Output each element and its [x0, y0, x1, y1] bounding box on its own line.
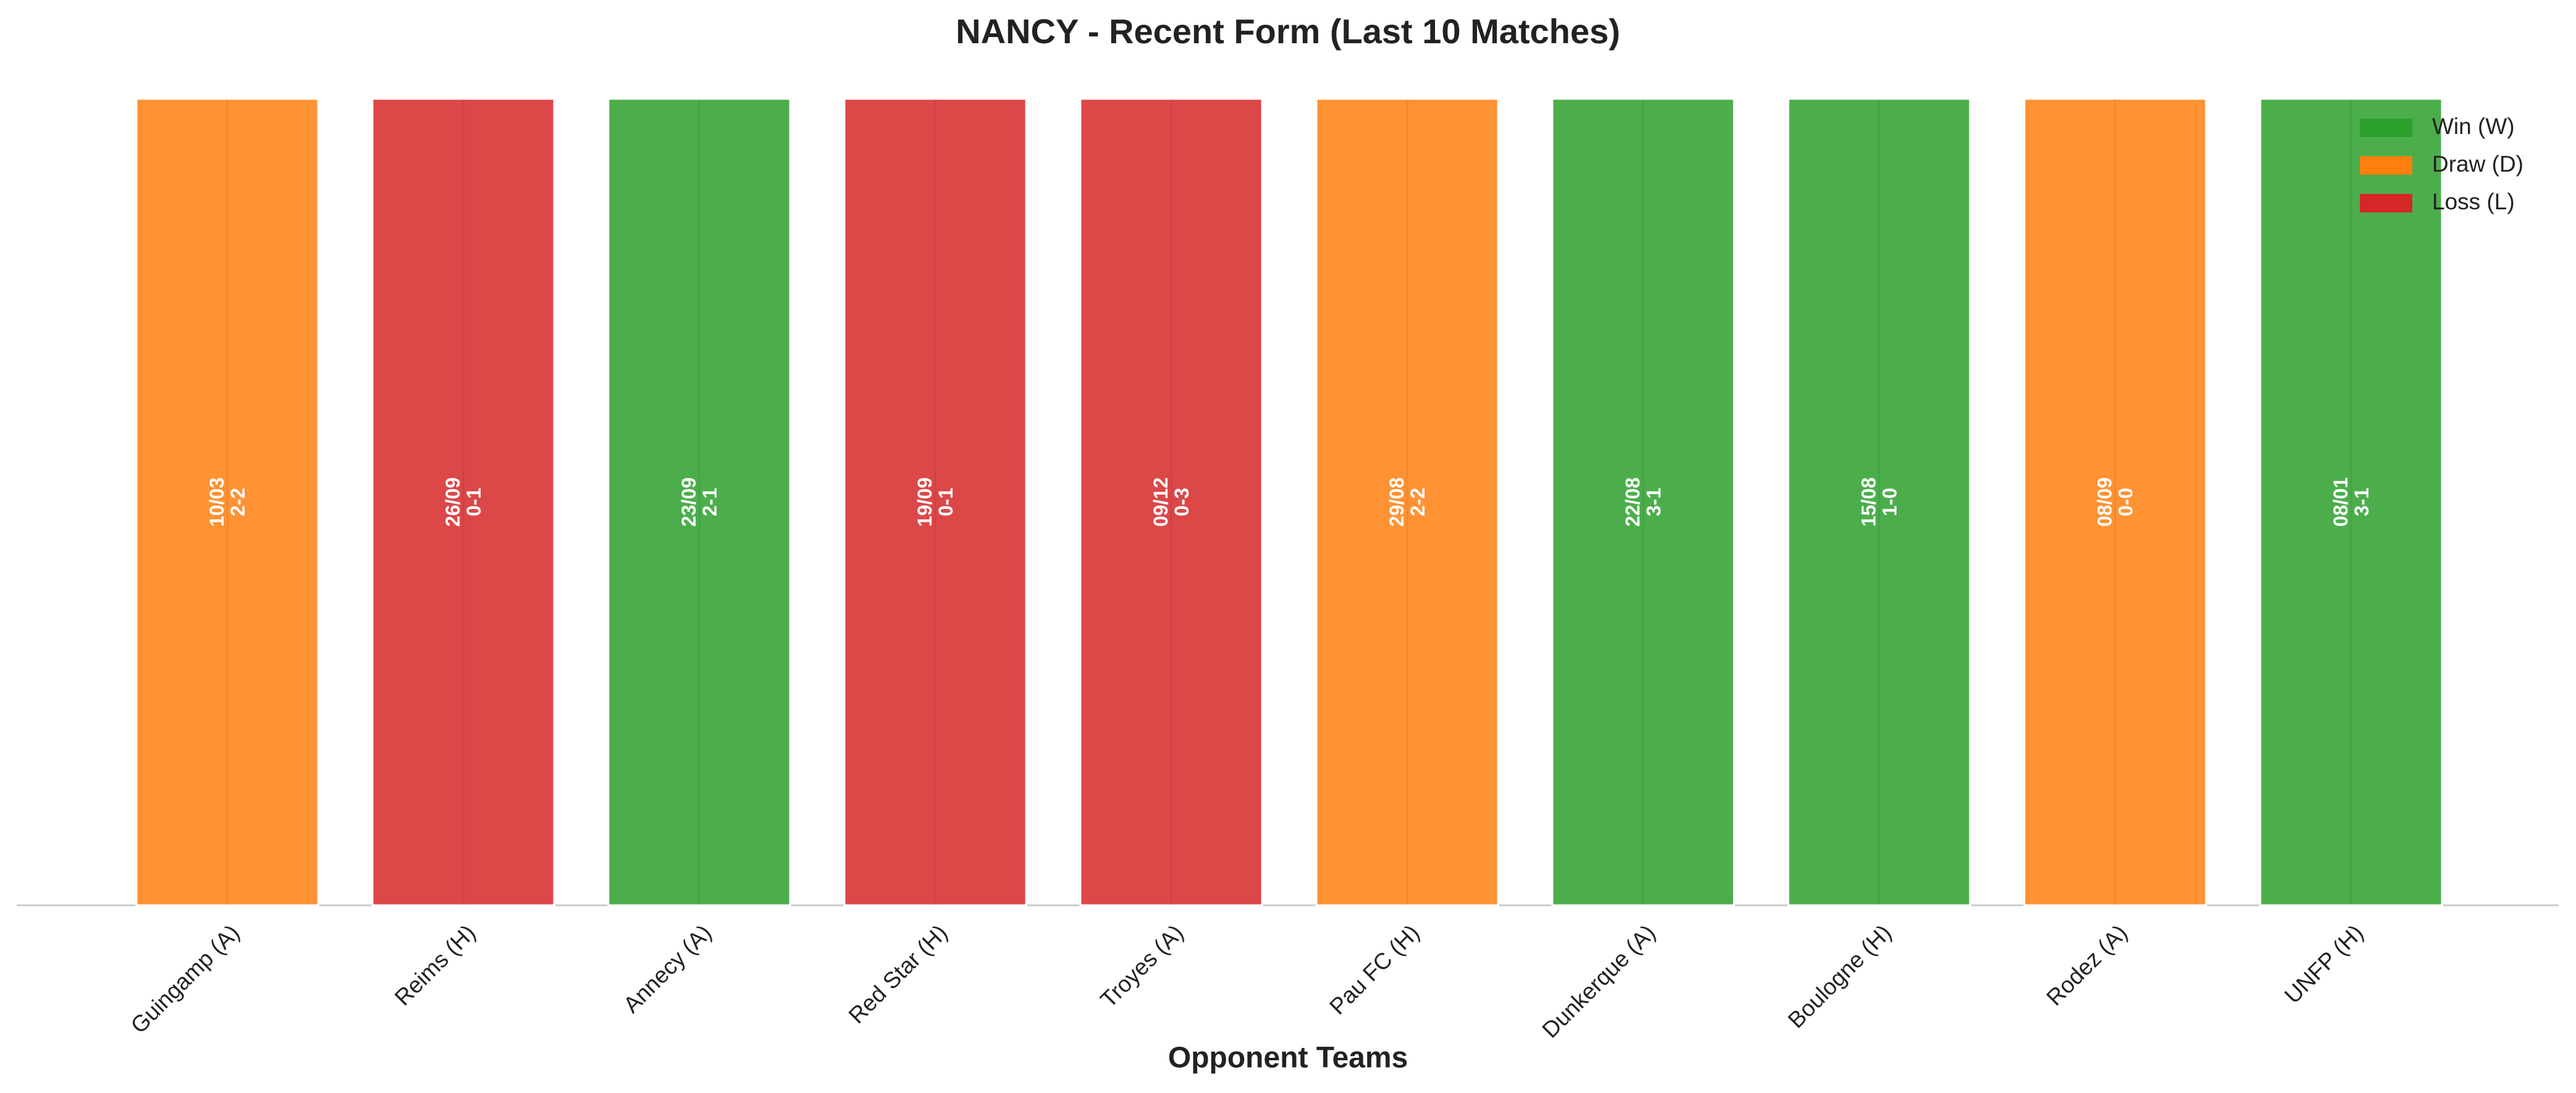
bar — [371, 98, 555, 907]
bar-label-score: 0-0 — [2115, 488, 2137, 516]
bar — [843, 98, 1027, 907]
x-tick-label: Rodez (A) — [2042, 920, 2132, 1011]
x-tick-label: Pau FC (H) — [1324, 920, 1424, 1020]
bar-label-score: 1-0 — [1879, 488, 1901, 516]
bar-label-date: 09/12 — [1150, 477, 1172, 527]
x-tick-label: Reims (H) — [390, 920, 481, 1011]
bar — [1079, 98, 1263, 907]
bar-label: 10/032-2 — [206, 477, 249, 527]
bar-label: 08/090-0 — [2094, 477, 2137, 527]
x-tick-label: Dunkerque (A) — [1537, 920, 1660, 1043]
bar — [2023, 98, 2207, 907]
x-axis-label: Opponent Teams — [1168, 1042, 1408, 1074]
bar-label-date: 26/09 — [442, 477, 464, 527]
legend-swatch — [2360, 194, 2412, 212]
x-tick-label: Annecy (A) — [618, 920, 716, 1018]
x-tick-label: Troyes (A) — [1095, 920, 1188, 1013]
bar-label: 22/083-1 — [1622, 477, 1665, 527]
bar-label: 23/092-1 — [678, 477, 721, 527]
x-tick-label: Boulogne (H) — [1783, 920, 1896, 1033]
bar — [1787, 98, 1971, 907]
bar-label: 29/082-2 — [1386, 477, 1429, 527]
bar — [135, 98, 319, 907]
x-tick-label: UNFP (H) — [2279, 920, 2368, 1008]
bar-label-score: 2-2 — [227, 488, 249, 516]
bar-label-score: 0-3 — [1171, 488, 1193, 516]
bar — [2259, 98, 2443, 907]
bar-label-score: 3-1 — [1643, 488, 1665, 516]
bar-label-date: 08/09 — [2094, 477, 2116, 527]
bar — [607, 98, 791, 907]
legend-label: Loss (L) — [2432, 189, 2515, 214]
bar-label: 15/081-0 — [1858, 477, 1901, 527]
bar-label-score: 2-2 — [1407, 488, 1429, 516]
bar-label-date: 15/08 — [1858, 477, 1880, 527]
legend-label: Win (W) — [2432, 114, 2515, 139]
bar — [1551, 98, 1735, 907]
bar-label-date: 08/01 — [2330, 477, 2352, 527]
bar-label-score: 3-1 — [2351, 488, 2373, 516]
bar-label-date: 23/09 — [678, 477, 700, 527]
bar-label: 19/090-1 — [914, 477, 957, 527]
x-tick-label: Guingamp (A) — [126, 920, 245, 1039]
legend-swatch — [2360, 119, 2412, 137]
bar-label-score: 2-1 — [699, 488, 721, 516]
legend-label: Draw (D) — [2432, 151, 2523, 177]
chart-title: NANCY - Recent Form (Last 10 Matches) — [956, 12, 1620, 51]
bar-label-date: 22/08 — [1622, 477, 1644, 527]
bar — [1315, 98, 1499, 907]
bar-label: 26/090-1 — [442, 477, 485, 527]
x-tick-label: Red Star (H) — [844, 920, 953, 1029]
bar-label-score: 0-1 — [463, 488, 485, 516]
bar-label-date: 19/09 — [914, 477, 936, 527]
bar-label: 08/013-1 — [2330, 477, 2373, 527]
legend-swatch — [2360, 156, 2412, 175]
bar-label-date: 29/08 — [1386, 477, 1408, 527]
bar-label-date: 10/03 — [206, 477, 228, 527]
bar-label: 09/120-3 — [1150, 477, 1193, 527]
bar-label-score: 0-1 — [935, 488, 957, 516]
